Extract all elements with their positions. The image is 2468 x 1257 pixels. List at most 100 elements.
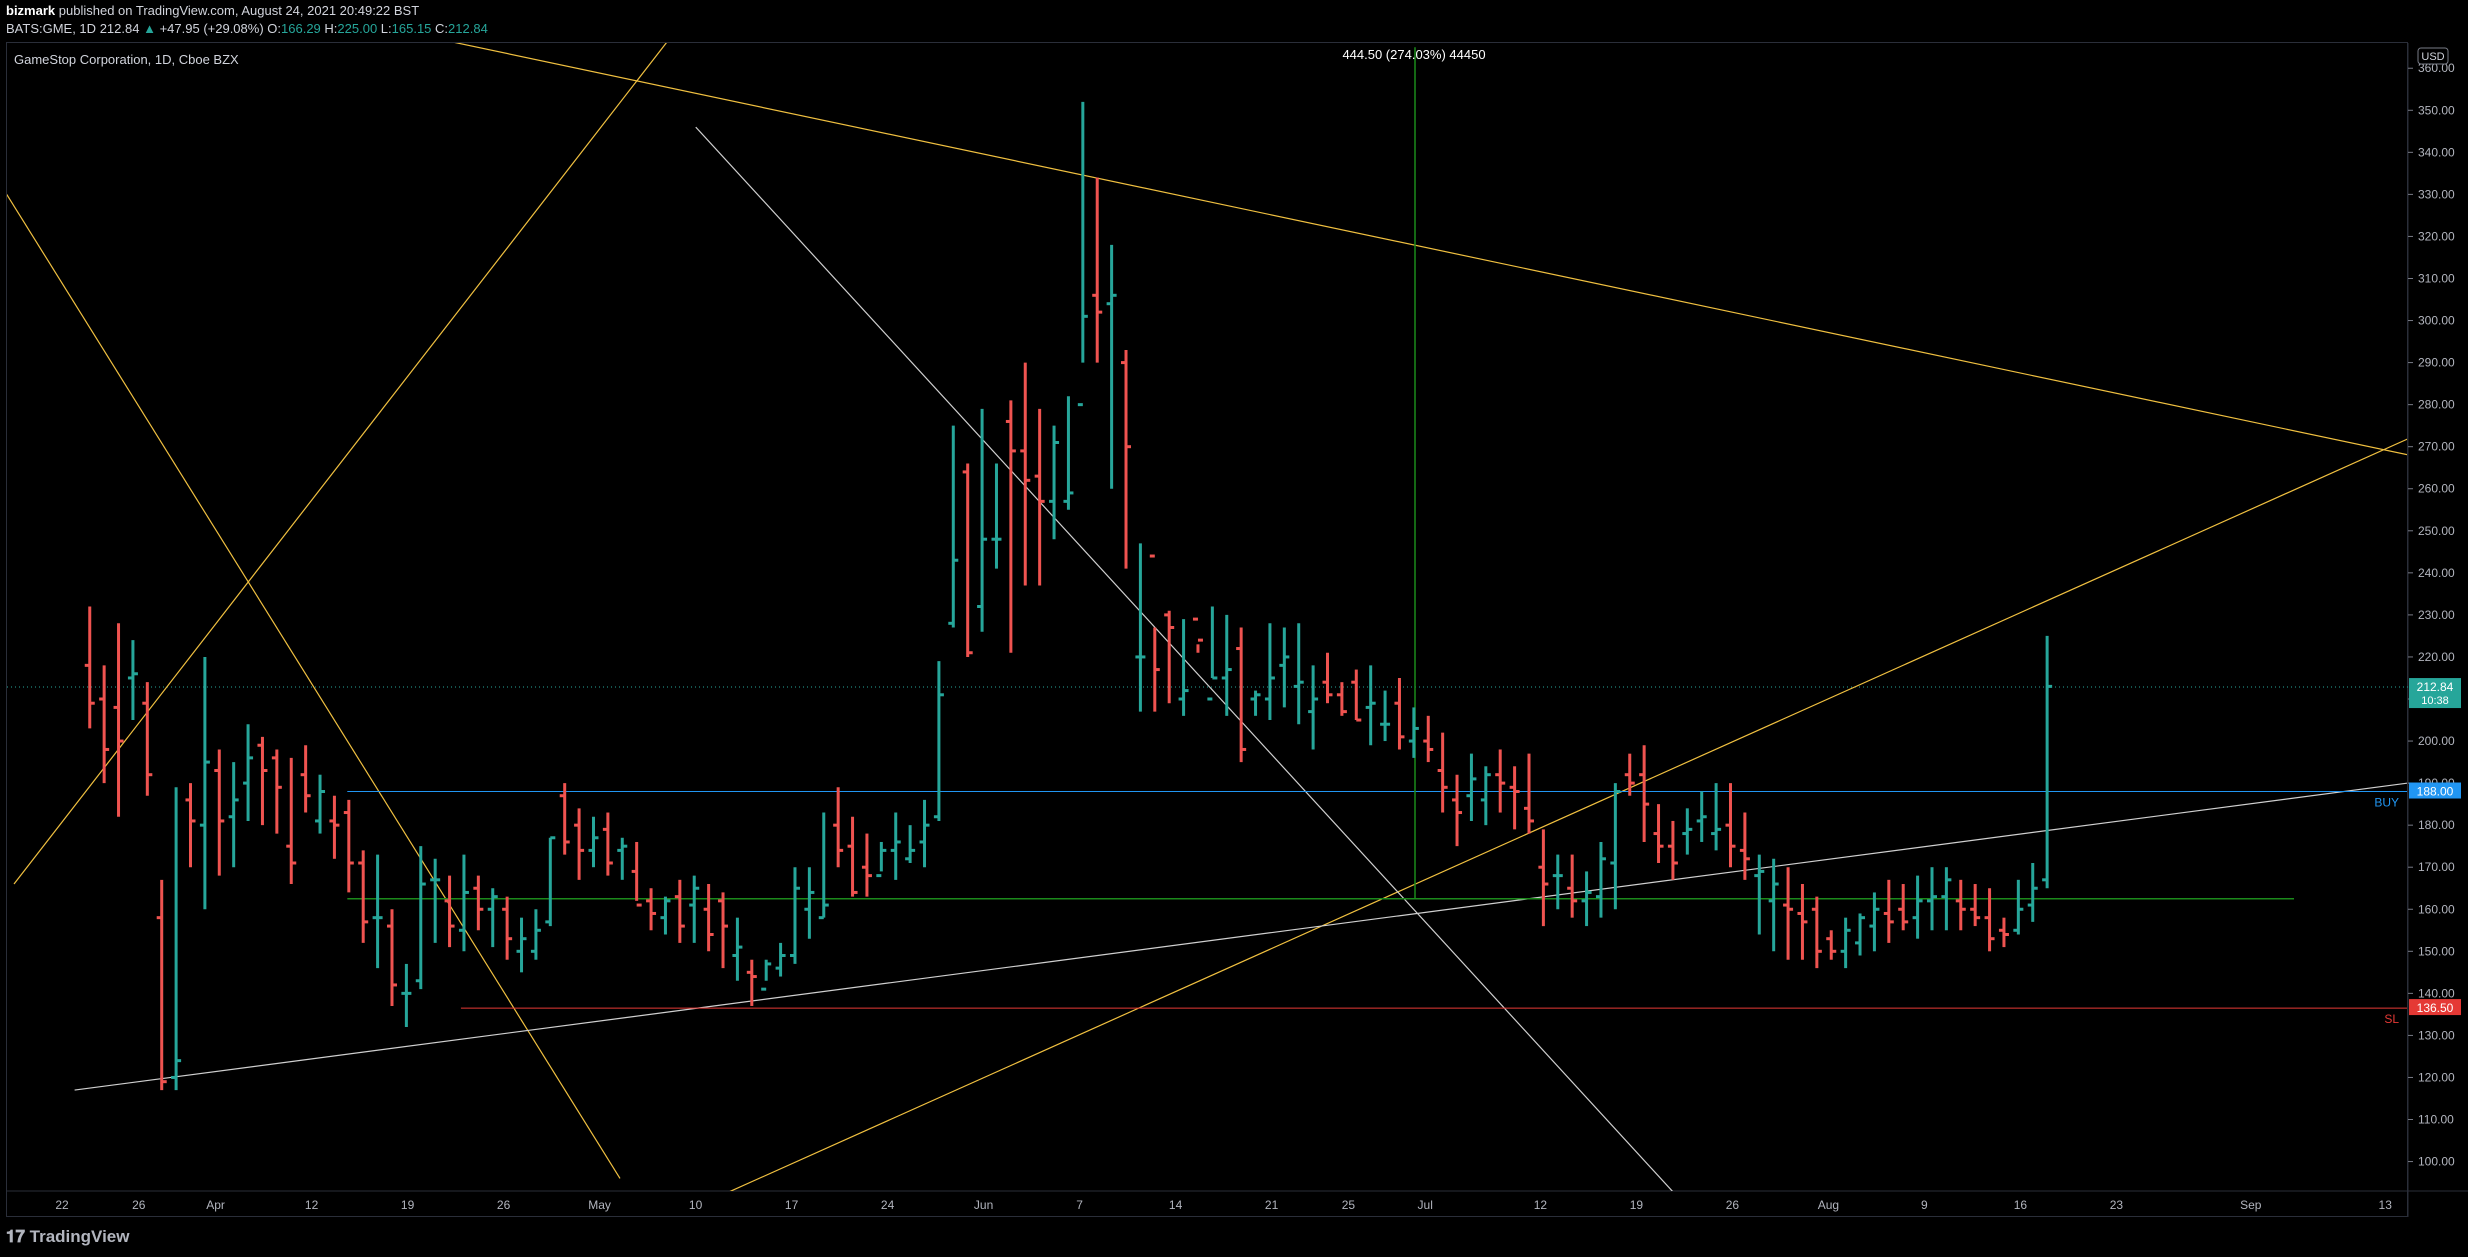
- ohlc-bar: [1955, 879, 1966, 931]
- time-axis[interactable]: 22 26 Apr 12 19 26 May 10 17 24 Jun 7 14 21 25 Jul 12 19 2…: [55, 1198, 2392, 1212]
- x-tick-label: 14: [1169, 1198, 1183, 1212]
- brand-name: TradingView: [29, 1227, 130, 1246]
- ohlc-bar: [818, 812, 829, 920]
- ohlc-bar: [1941, 867, 1952, 931]
- ohlc-bar: [1279, 627, 1290, 708]
- y-tick-label: 120.00: [2418, 1070, 2455, 1084]
- ohlc-bar: [905, 825, 916, 863]
- x-tick-label: Apr: [206, 1198, 225, 1212]
- ohlc-bar: [516, 917, 527, 973]
- ohlc-bar: [1178, 619, 1189, 716]
- ohlc-bar: [1783, 867, 1794, 960]
- ohlc-bars-layer: [84, 101, 2053, 1091]
- price-change: +47.95 (+29.08%): [159, 21, 264, 36]
- ohlc-bar: [1797, 884, 1808, 960]
- close-value: 212.84: [448, 21, 488, 36]
- ohlc-bar: [1063, 396, 1074, 510]
- author-name[interactable]: bizmark: [6, 3, 56, 18]
- ohlc-bar: [1423, 715, 1434, 763]
- ohlc-bar: [487, 888, 498, 948]
- ohlc-bar: [933, 661, 944, 821]
- ohlc-bar: [1524, 753, 1534, 834]
- current-price-label: 212.84: [2417, 680, 2454, 694]
- ohlc-bar: [1437, 732, 1448, 813]
- y-tick-label: 170.00: [2418, 860, 2455, 874]
- currency-badge: [2417, 47, 2449, 65]
- ohlc-bar: [1207, 606, 1218, 701]
- currency-label: USD: [2421, 51, 2444, 63]
- ohlc-bar: [127, 640, 138, 721]
- white-downtrend-line: [695, 126, 1674, 1191]
- y-tick-label: 340.00: [2418, 145, 2455, 159]
- sl-annotation: SL: [2384, 1012, 2399, 1026]
- low-label: L:: [380, 21, 392, 36]
- ohlc-bar: [1466, 753, 1477, 821]
- x-tick-label: 9: [1921, 1198, 1928, 1212]
- ohlc-bar: [1077, 101, 1088, 407]
- ohlc-bar: [1667, 820, 1678, 880]
- ohlc-bar: [602, 812, 613, 876]
- buy-price-label: 188.00: [2417, 785, 2454, 799]
- ohlc-bar: [977, 408, 988, 632]
- ohlc-bar: [2042, 635, 2053, 889]
- ohlc-bar: [861, 833, 872, 897]
- white-uptrend-line: [74, 782, 2407, 1091]
- uptrend-line-2: [729, 438, 2407, 1191]
- ohlc-bar: [1970, 884, 1981, 927]
- ohlc-bar: [415, 846, 426, 990]
- ohlc-bar: [401, 963, 412, 1027]
- ohlc-bar: [876, 841, 887, 878]
- x-tick-label: 24: [881, 1198, 895, 1212]
- ohlc-bar: [2013, 879, 2024, 935]
- sl-price-label: 136.50: [2417, 1001, 2454, 1015]
- y-tick-label: 130.00: [2418, 1028, 2455, 1042]
- x-tick-label: 17: [785, 1198, 799, 1212]
- ohlc-bar: [847, 816, 858, 897]
- ohlc-bar: [746, 959, 757, 1006]
- ohlc-bar: [1926, 867, 1937, 931]
- ohlc-bar: [1696, 791, 1707, 842]
- y-tick-label: 200.00: [2418, 734, 2455, 748]
- last-price: 212.84: [99, 21, 140, 36]
- ohlc-bar: [588, 816, 599, 868]
- ohlc-bar: [991, 463, 1002, 569]
- buy-price-label-bg: [2409, 782, 2461, 799]
- ohlc-bar: [1308, 665, 1319, 750]
- ohlc-bar: [1336, 682, 1347, 716]
- ohlc-bar: [113, 623, 124, 817]
- ohlc-bar: [1480, 766, 1491, 826]
- ohlc-bar: [2027, 863, 2038, 922]
- header: bizmark published on TradingView.com, Au…: [0, 0, 2468, 42]
- ohlc-bar: [372, 854, 383, 969]
- ohlc-bar: [775, 942, 786, 977]
- ohlc-bar: [1639, 745, 1650, 842]
- y-tick-label: 280.00: [2418, 398, 2455, 412]
- y-tick-label: 110.00: [2418, 1113, 2454, 1127]
- ohlc-bar: [789, 867, 800, 964]
- ohlc-bar: [1452, 774, 1463, 847]
- measure-label: 444.50 (274.03%) 44450: [1342, 47, 1485, 62]
- ohlc-bar: [718, 892, 729, 969]
- ohlc-bar: [962, 463, 973, 657]
- ohlc-bar: [1509, 766, 1520, 830]
- ohlc-bar: [617, 837, 628, 880]
- x-tick-label: 26: [497, 1198, 511, 1212]
- ohlc-bar: [257, 736, 268, 826]
- ohlc-bar: [732, 917, 743, 981]
- y-tick-label: 260.00: [2418, 482, 2455, 496]
- ohlc-bar: [1408, 707, 1419, 758]
- ohlc-bar: [243, 724, 254, 821]
- symbol-info: BATS:GME, 1D 212.84 ▲ +47.95 (+29.08%) O…: [6, 21, 488, 36]
- ohlc-bar: [804, 867, 815, 939]
- ohlc-bar: [1380, 690, 1391, 742]
- ohlc-bar: [1135, 543, 1146, 712]
- ohlc-bar: [1495, 749, 1506, 813]
- y-tick-label: 270.00: [2418, 440, 2455, 454]
- low-value: 165.15: [391, 21, 432, 36]
- x-tick-label: 10: [689, 1198, 703, 1212]
- ohlc-bar: [1394, 677, 1405, 750]
- ohlc-bar: [1250, 690, 1261, 716]
- tradingview-logo[interactable]: 𝟏𝟕 TradingView: [6, 1227, 129, 1247]
